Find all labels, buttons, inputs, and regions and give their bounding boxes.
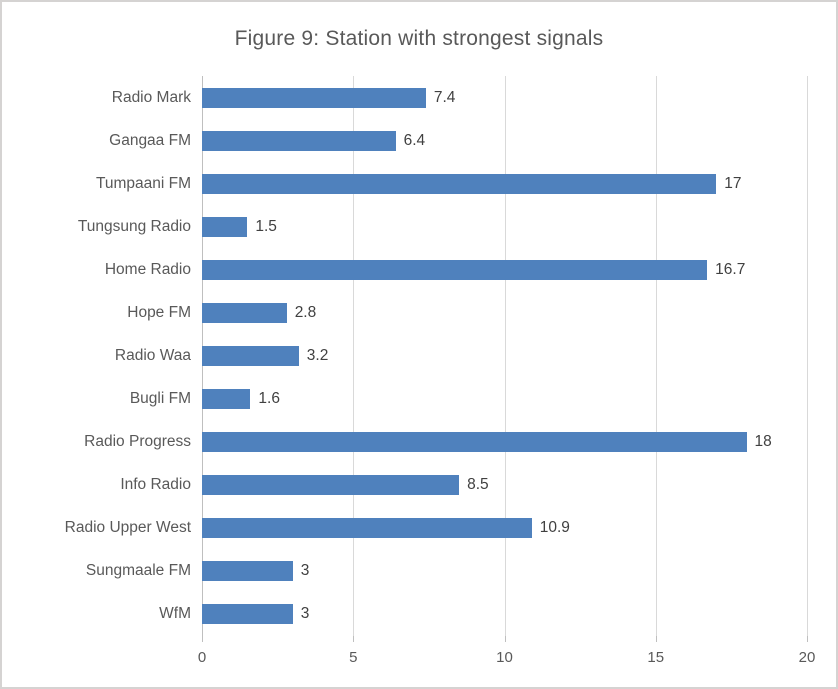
data-label: 1.5 [255,217,277,235]
bar [202,604,293,625]
data-label: 17 [724,174,742,192]
bar [202,302,287,323]
chart-title: Figure 9: Station with strongest signals [234,27,604,50]
bar-row: 3 [202,593,807,636]
data-label: 10.9 [539,519,570,537]
axis-tick-label: 15 [647,649,665,666]
data-label: 3.2 [306,347,329,364]
bar-row: 2.8 [202,291,807,334]
category-label: Info Radio [120,476,191,494]
data-label: 1.6 [258,390,280,408]
category-label: Tumpaani FM [95,174,191,192]
bar [202,475,460,496]
bar-row: 8.5 [202,464,807,507]
bar-row: 10.9 [202,507,807,550]
axis-tick [504,636,506,642]
gridline [807,76,808,636]
data-label: 8.5 [467,476,489,494]
axis-tick [807,636,808,642]
category-label: Radio Mark [111,88,191,106]
bar-row: 1.5 [202,205,807,248]
category-label: Radio Waa [114,347,191,364]
category-label: Bugli FM [129,390,191,408]
axis-tick [655,636,657,642]
gridline [353,76,355,636]
bar [202,87,426,108]
bar [202,173,717,194]
category-label: Home Radio [104,260,191,278]
bar-row: 7.4 [202,76,807,119]
chart-body: Radio Mark Gangaa FM Tumpaani FM Tungsung R… [2,76,836,636]
data-label: 6.4 [403,131,426,149]
data-label: 18 [754,433,772,451]
category-label: Hope FM [127,303,191,321]
bar-row: 18 [202,421,807,464]
bar-row: 6.4 [202,119,807,162]
bar [202,518,532,539]
category-label: Radio Upper West [64,519,191,537]
category-label: WfM [159,605,191,623]
category-label: Radio Progress [84,433,191,451]
bar [202,389,251,410]
category-axis: Radio Mark Gangaa FM Tumpaani FM Tungsung R… [2,76,202,636]
bar-series: 7.4 6.4 17 1.5 16.7 2.8 3.2 1.6 18 8.5 10.9 3 3 [202,76,807,636]
category-label: Tungsung Radio [77,217,191,235]
axis-tick-label: 0 [197,649,207,666]
axis-tick-label: 5 [349,649,358,666]
bar [202,561,293,582]
data-label: 3 [300,605,310,623]
axis-tick [202,636,203,642]
data-label: 2.8 [294,303,317,321]
axis-tick-label: 20 [798,649,816,666]
bar [202,216,248,237]
value-axis: 0 5 10 15 20 [198,636,815,686]
axis-tick-label: 10 [496,649,513,666]
bar [202,259,708,280]
gridline [655,76,657,636]
bar-row: 16.7 [202,248,807,291]
axis-tick [353,636,355,642]
category-label: Sungmaale FM [85,562,191,580]
bar-row: 17 [202,162,807,205]
bar [202,346,299,366]
bar-row: 3.2 [202,334,807,377]
data-label: 16.7 [715,260,746,278]
plot-area: 7.4 6.4 17 1.5 16.7 2.8 3.2 1.6 18 8.5 10.9 3 3 [202,76,808,636]
bar-row: 1.6 [202,378,807,421]
bar-row: 3 [202,550,807,593]
bar [202,130,396,151]
data-label: 7.4 [433,88,456,106]
category-label: Gangaa FM [109,131,191,149]
data-label: 3 [300,562,310,580]
gridline [504,76,506,636]
bar [202,432,747,453]
